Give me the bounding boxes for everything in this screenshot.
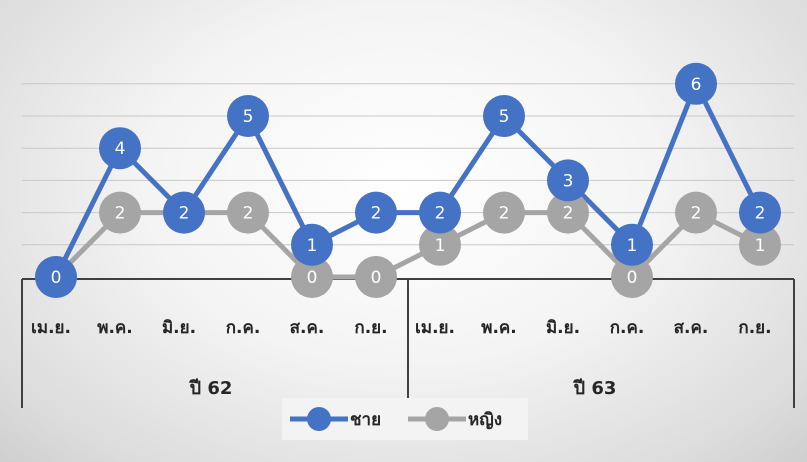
series-0-point xyxy=(291,223,333,266)
series-1-point xyxy=(291,256,333,298)
legend-label: ชาย xyxy=(350,410,381,430)
series-1-point xyxy=(355,256,397,298)
data-label: 3 xyxy=(563,171,574,191)
series-1-point xyxy=(675,191,717,234)
data-label: 1 xyxy=(307,236,318,256)
category-label: ก.ค. xyxy=(610,318,645,338)
series-0-point xyxy=(227,95,269,137)
category-label: ก.ย. xyxy=(738,318,771,338)
series-0-point xyxy=(419,191,461,234)
category-label: พ.ค. xyxy=(481,318,517,338)
series-0-point xyxy=(739,191,781,234)
series-0-point xyxy=(611,223,653,266)
data-label: 1 xyxy=(627,236,638,256)
data-label: 5 xyxy=(243,107,254,127)
data-label: 6 xyxy=(691,75,702,95)
category-label: ส.ค. xyxy=(290,318,325,338)
data-label: 5 xyxy=(499,107,510,127)
series-1-point xyxy=(739,223,781,266)
data-label: 2 xyxy=(371,204,382,224)
group-label: ปี 62 xyxy=(188,378,232,399)
data-label: 2 xyxy=(243,204,254,224)
data-label: 2 xyxy=(755,204,766,224)
data-label: 2 xyxy=(115,204,126,224)
legend-label: หญิง xyxy=(468,410,502,430)
legend-marker-0 xyxy=(307,407,331,431)
data-label: 1 xyxy=(755,236,766,256)
legend-marker-1 xyxy=(425,407,449,431)
category-label: ส.ค. xyxy=(674,318,709,338)
category-label: ก.ค. xyxy=(226,318,261,338)
data-label: 0 xyxy=(627,268,638,288)
category-label: มิ.ย. xyxy=(546,318,580,338)
series-0-point xyxy=(163,191,205,234)
data-label: 0 xyxy=(307,268,318,288)
series-0-point xyxy=(483,95,525,137)
series-0-point xyxy=(675,62,717,105)
series-1-point xyxy=(483,191,525,234)
data-label: 2 xyxy=(691,204,702,224)
data-label: 4 xyxy=(115,139,126,159)
series-1-point xyxy=(419,223,461,266)
series-0-point xyxy=(547,159,589,202)
series-1-point xyxy=(547,191,589,234)
data-label: 2 xyxy=(499,204,510,224)
data-label: 1 xyxy=(435,236,446,256)
category-label: ก.ย. xyxy=(354,318,387,338)
category-label: พ.ค. xyxy=(97,318,133,338)
data-label: 2 xyxy=(179,204,190,224)
data-label: 0 xyxy=(51,268,62,288)
series-0-point xyxy=(35,256,77,298)
data-label: 2 xyxy=(435,204,446,224)
series-1-point xyxy=(227,191,269,234)
series-0-point xyxy=(99,127,141,170)
series-1-point xyxy=(611,256,653,298)
group-label: ปี 63 xyxy=(572,378,616,399)
data-label: 0 xyxy=(371,268,382,288)
category-label: เม.ย. xyxy=(31,318,71,338)
category-label: เม.ย. xyxy=(415,318,455,338)
data-label: 2 xyxy=(563,204,574,224)
series-1-point xyxy=(99,191,141,234)
series-0-point xyxy=(355,191,397,234)
category-label: มิ.ย. xyxy=(162,318,196,338)
